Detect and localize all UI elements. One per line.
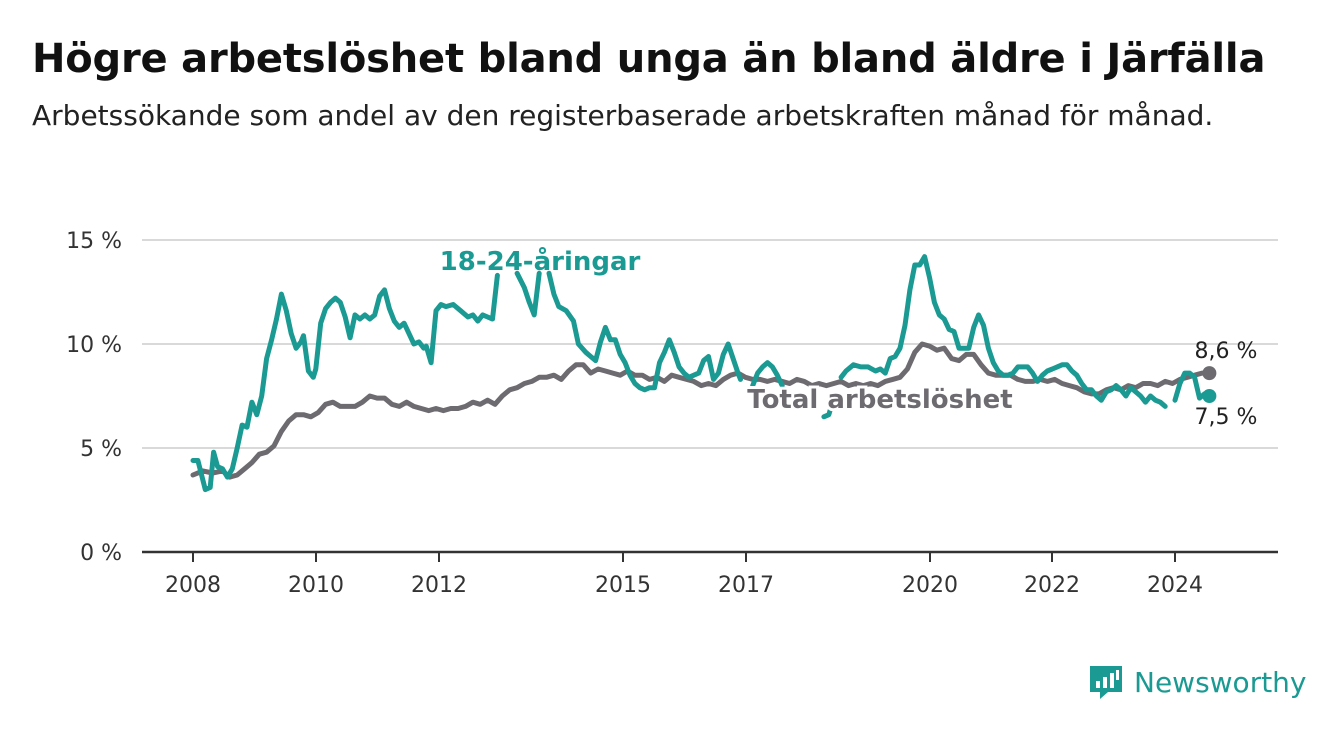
youth-series-line xyxy=(190,254,1212,493)
y-tick-label: 5 % xyxy=(80,437,122,462)
brand-logo[interactable]: Newsworthy xyxy=(1088,660,1307,704)
x-tick-label: 2010 xyxy=(288,573,344,598)
youth-series-label: 18-24-åringar xyxy=(440,245,641,277)
chart-title: Högre arbetslöshet bland unga än bland ä… xyxy=(32,36,1266,82)
y-axis: 0 % 5 % 10 % 15 % xyxy=(66,229,122,566)
newsworthy-logo-icon xyxy=(1090,666,1122,699)
x-tick-label: 2012 xyxy=(411,573,467,598)
series-labels: 18-24-åringar Total arbetslöshet 8,6 % 7,5 … xyxy=(440,245,1258,430)
x-tick-label: 2015 xyxy=(595,573,651,598)
x-tick-label: 2008 xyxy=(165,573,221,598)
y-tick-label: 0 % xyxy=(80,541,122,566)
x-axis: 2008 2010 2012 2015 2017 2020 2022 2024 xyxy=(142,550,1278,598)
x-tick-label: 2024 xyxy=(1147,573,1203,598)
brand-name: Newsworthy xyxy=(1134,665,1307,699)
grid-lines xyxy=(142,239,1278,449)
y-tick-label: 10 % xyxy=(66,333,122,358)
x-tick-label: 2020 xyxy=(902,573,958,598)
total-end-point xyxy=(1202,366,1217,381)
series-lines xyxy=(190,254,1217,493)
y-tick-label: 15 % xyxy=(66,229,122,254)
total-series-label: Total arbetslöshet xyxy=(747,385,1012,415)
x-tick-label: 2022 xyxy=(1024,573,1080,598)
chart-subtitle: Arbetssökande som andel av den registerb… xyxy=(32,99,1214,132)
total-end-label: 8,6 % xyxy=(1195,339,1258,364)
x-tick-label: 2017 xyxy=(718,573,774,598)
youth-end-point xyxy=(1202,389,1217,403)
youth-end-label: 7,5 % xyxy=(1195,405,1258,430)
